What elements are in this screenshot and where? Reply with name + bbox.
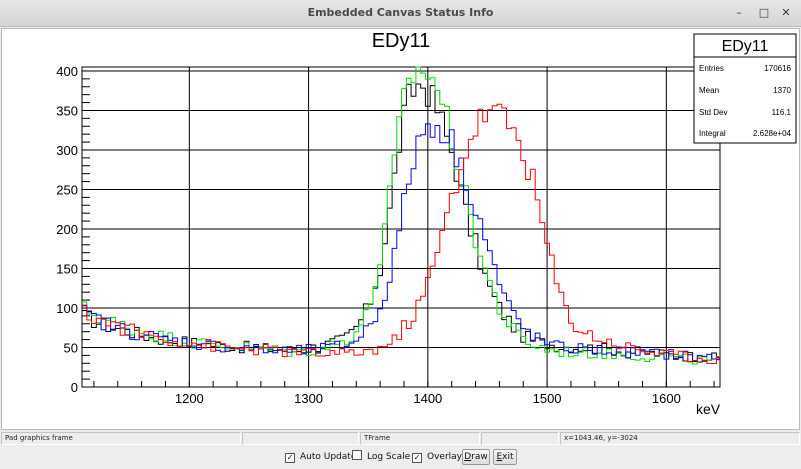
window-titlebar: Embedded Canvas Status Info – □ ✕: [0, 0, 801, 27]
status-cell-empty-2: [481, 432, 559, 445]
stats-title: EDy11: [722, 38, 769, 55]
y-tick-label: 200: [56, 222, 78, 237]
x-tick-label: 1500: [533, 391, 562, 406]
series-layer: [82, 66, 720, 365]
x-tick-label: 1600: [652, 391, 681, 406]
stats-value-mean: 1370: [773, 86, 791, 95]
stats-label-stddev: Std Dev: [699, 108, 727, 117]
log-scale-label: Log Scale: [367, 452, 411, 462]
overlay-checkmark-icon[interactable]: ✓: [412, 453, 422, 463]
minor-ticks: [82, 70, 715, 387]
stats-label-integral: Integral: [699, 129, 726, 138]
x-tick-label: 1400: [413, 391, 442, 406]
window-title: Embedded Canvas Status Info: [307, 6, 494, 19]
control-bar: ✓ Auto Update Log Scale ✓ Overlay Draw Exi…: [0, 446, 801, 468]
auto-update-label: Auto Update: [300, 452, 357, 462]
stats-box[interactable]: EDy11 Entries 170616 Mean 1370 Std Dev 1…: [693, 33, 797, 144]
draw-button-mnemonic: D: [464, 452, 472, 462]
y-tick-label: 350: [56, 103, 78, 118]
auto-update-checkmark-icon[interactable]: ✓: [285, 453, 295, 463]
grid-lines: [82, 67, 720, 387]
log-scale-checkbox[interactable]: Log Scale: [352, 450, 410, 464]
chart-title: EDy11: [372, 30, 431, 52]
y-tick-label: 0: [71, 380, 78, 395]
stats-value-entries: 170616: [764, 64, 791, 73]
stats-value-integral: 2.628e+04: [753, 129, 792, 138]
maximize-icon[interactable]: □: [758, 6, 770, 19]
series-line-2: [82, 66, 720, 365]
overlay-checkbox[interactable]: ✓ Overlay: [412, 450, 462, 464]
y-tick-label: 300: [56, 143, 78, 158]
y-tick-labels: 0 50 100 150 200 250 300 350 400: [56, 64, 78, 395]
log-scale-box-icon[interactable]: [352, 450, 362, 460]
y-tick-label: 50: [64, 340, 78, 355]
status-cell-empty-1: [242, 432, 359, 445]
stats-value-stddev: 116.1: [772, 108, 792, 117]
series-line-4: [82, 103, 720, 364]
status-cell-coordinates: x=1043.46, y=-3024: [560, 432, 800, 445]
x-tick-label: 1300: [294, 391, 323, 406]
y-tick-label: 400: [56, 64, 78, 79]
y-tick-label: 100: [56, 301, 78, 316]
draw-button-label: raw: [471, 452, 488, 462]
x-tick-label: 1200: [175, 391, 204, 406]
x-tick-labels: 1200 1300 1400 1500 1600: [175, 391, 681, 406]
overlay-label: Overlay: [427, 452, 462, 462]
stats-label-mean: Mean: [699, 86, 719, 95]
minimize-icon[interactable]: –: [736, 6, 742, 19]
y-tick-label: 250: [56, 182, 78, 197]
exit-button[interactable]: Exit: [493, 449, 517, 465]
y-tick-label: 150: [56, 261, 78, 276]
embedded-canvas[interactable]: EDy11 1200 1300 1400 1500 1600 0 50 100 150 200 2…: [1, 28, 800, 430]
draw-button[interactable]: Draw: [462, 449, 490, 465]
status-cell-object: Pad graphics frame: [1, 432, 241, 445]
close-icon[interactable]: ✕: [781, 6, 791, 19]
status-bar: Pad graphics frame TFrame x=1043.46, y=-…: [0, 432, 801, 445]
histogram-plot[interactable]: EDy11 1200 1300 1400 1500 1600 0 50 100 150 200 2…: [2, 29, 799, 429]
exit-button-mnemonic: E: [496, 452, 503, 462]
status-cell-class: TFrame: [360, 432, 480, 445]
x-axis-label: keV: [696, 401, 721, 417]
plot-frame: [81, 66, 721, 388]
exit-button-label: xit: [502, 452, 514, 462]
auto-update-checkbox[interactable]: ✓ Auto Update: [285, 450, 356, 464]
stats-label-entries: Entries: [699, 64, 724, 73]
